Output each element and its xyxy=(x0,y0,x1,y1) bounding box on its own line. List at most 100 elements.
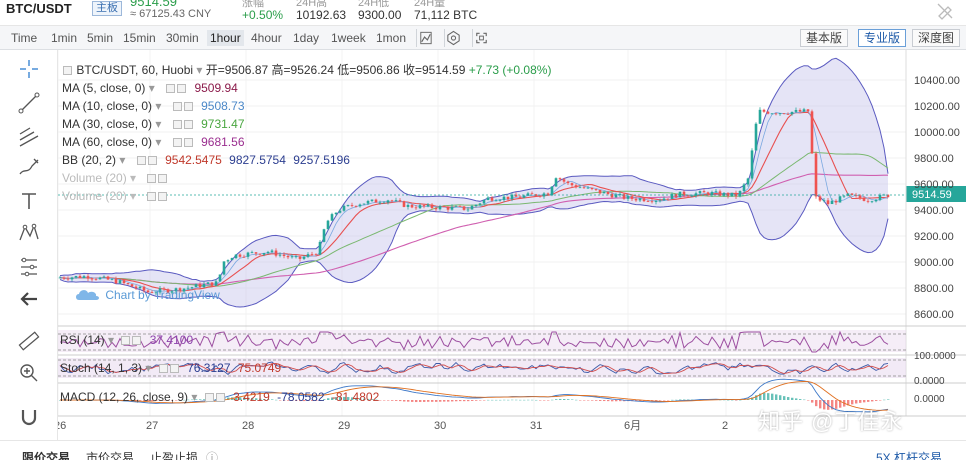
price-tick-label: 9200.00 xyxy=(914,231,954,243)
candle-body xyxy=(454,206,458,208)
candle-body xyxy=(398,200,402,202)
text-tool-icon[interactable] xyxy=(16,188,42,214)
macd-hist-bar xyxy=(615,400,618,402)
macd-hist-bar xyxy=(451,400,454,402)
close-icon[interactable] xyxy=(158,174,168,183)
close-icon[interactable] xyxy=(177,84,187,93)
tab-limit-order[interactable]: 限价交易 xyxy=(22,451,71,460)
macd-hist-bar xyxy=(439,400,442,402)
candle-body xyxy=(790,111,794,115)
tf-time[interactable]: Time xyxy=(11,31,38,45)
close-icon[interactable] xyxy=(158,192,168,201)
settings-icon[interactable] xyxy=(121,336,131,345)
eraser-icon[interactable] xyxy=(936,2,954,20)
macd-hist-bar xyxy=(315,400,318,401)
high-value: 10192.63 xyxy=(296,8,347,22)
view-basic-button[interactable]: 基本版 xyxy=(800,29,849,47)
tradingview-logo[interactable]: Chart by TradingView xyxy=(74,287,220,302)
ruler-icon[interactable] xyxy=(16,328,42,354)
candlestick-chart[interactable]: 9514.59 10400.00 10200.00 10000.00 9800.00 9… xyxy=(58,50,966,440)
pattern-tool-icon[interactable] xyxy=(16,220,42,246)
tf-1min[interactable]: 1min xyxy=(51,31,78,45)
ma10-legend[interactable]: MA (10, close, 0) ▾ 9508.73 xyxy=(62,99,245,113)
tab-stop-order[interactable]: 止盈止损 xyxy=(150,451,199,460)
view-depth-button[interactable]: 深度图 xyxy=(912,29,961,47)
brush-icon[interactable] xyxy=(16,154,42,180)
candle-body xyxy=(210,282,214,286)
close-icon[interactable] xyxy=(183,138,193,147)
fullscreen-icon[interactable] xyxy=(472,29,490,47)
close-icon[interactable] xyxy=(183,120,193,129)
macd-hist-bar xyxy=(667,400,670,401)
candle-body xyxy=(226,260,230,262)
tf-15min[interactable]: 15min xyxy=(123,31,156,45)
close-icon[interactable] xyxy=(183,102,193,111)
stoch-legend[interactable]: Stoch (14, 1, 3) ▾ 76.3127 75.0749 xyxy=(60,361,282,375)
candle-body xyxy=(414,207,418,209)
pair-name[interactable]: BTC/USDT xyxy=(6,1,72,16)
magnet-icon[interactable] xyxy=(16,404,42,430)
chart-type-icon[interactable] xyxy=(416,29,434,47)
volume-legend-2[interactable]: Volume (20) ▾ xyxy=(62,188,168,204)
macd-hist-bar xyxy=(303,400,306,402)
change-value: +0.50% xyxy=(242,8,284,22)
candle-body xyxy=(330,214,334,221)
tf-30min[interactable]: 30min xyxy=(166,31,199,45)
tf-1day[interactable]: 1day xyxy=(293,31,320,45)
settings-icon[interactable] xyxy=(147,192,157,201)
view-pro-button[interactable]: 专业版 xyxy=(858,29,907,47)
margin-trade-link[interactable]: 5X 杠杆交易 xyxy=(876,451,943,460)
candle-body xyxy=(422,205,426,207)
trend-line-icon[interactable] xyxy=(16,90,42,116)
candle-body xyxy=(594,189,598,190)
macd-hist-bar xyxy=(859,400,862,403)
tf-1mon[interactable]: 1mon xyxy=(376,31,407,45)
macd-legend[interactable]: MACD (12, 26, close, 9) ▾ 3.4219 -78.058… xyxy=(60,390,380,404)
close-icon[interactable] xyxy=(169,364,179,373)
rsi-legend[interactable]: RSI (14) ▾ 37.4100 xyxy=(60,333,194,347)
ma60-legend[interactable]: MA (60, close, 0) ▾ 9681.56 xyxy=(62,135,245,149)
zoom-in-icon[interactable] xyxy=(16,360,42,386)
macd-hist-bar xyxy=(751,397,754,400)
date-axis: 26 27 28 29 30 31 6月 2 xyxy=(58,420,728,432)
candle-body xyxy=(434,207,438,210)
settings-icon[interactable] xyxy=(166,84,176,93)
back-arrow-icon[interactable] xyxy=(16,286,42,312)
settings-icon[interactable] xyxy=(158,364,168,373)
date-tick-label: 31 xyxy=(530,420,542,432)
tf-5min[interactable]: 5min xyxy=(87,31,114,45)
change-label: 涨幅 xyxy=(242,0,264,9)
settings-icon[interactable] xyxy=(147,174,157,183)
ma5-legend[interactable]: MA (5, close, 0) ▾ 9509.94 xyxy=(62,81,238,95)
close-icon[interactable] xyxy=(132,336,142,345)
tab-market-order[interactable]: 市价交易 xyxy=(86,451,135,460)
legend-title[interactable]: BTC/USDT, 60, Huobi xyxy=(76,63,194,77)
settings-icon[interactable] xyxy=(204,393,214,402)
settings-icon[interactable] xyxy=(136,156,146,165)
candle-body xyxy=(786,113,790,115)
candle-body xyxy=(670,194,674,199)
tf-1week[interactable]: 1week xyxy=(331,31,366,45)
tf-4hour[interactable]: 4hour xyxy=(251,31,282,45)
fib-tool-icon[interactable] xyxy=(16,124,42,150)
ma30-legend[interactable]: MA (30, close, 0) ▾ 9731.47 xyxy=(62,117,245,131)
bb-legend[interactable]: BB (20, 2) ▾ 9542.5475 9827.5754 9257.51… xyxy=(62,153,350,167)
ma10-name: MA (10, close, 0) xyxy=(62,99,153,113)
macd-hist-bar xyxy=(151,400,154,401)
tf-1hour[interactable]: 1hour xyxy=(207,30,244,46)
settings-icon[interactable] xyxy=(172,120,182,129)
volume-legend-1[interactable]: Volume (20) ▾ xyxy=(62,170,168,186)
help-icon[interactable]: ⓘ xyxy=(206,451,219,460)
prediction-tool-icon[interactable] xyxy=(16,254,42,280)
ma5-value: 9509.94 xyxy=(194,81,238,95)
close-icon[interactable] xyxy=(147,156,157,165)
macd-hist-bar xyxy=(679,399,682,400)
collapse-icon[interactable] xyxy=(63,66,72,75)
close-icon[interactable] xyxy=(215,393,225,402)
settings-icon[interactable] xyxy=(172,138,182,147)
indicators-icon[interactable] xyxy=(444,29,462,47)
crosshair-icon[interactable] xyxy=(16,56,42,82)
settings-icon[interactable] xyxy=(172,102,182,111)
macd-hist-bar xyxy=(399,400,402,402)
candle-body xyxy=(202,283,206,288)
